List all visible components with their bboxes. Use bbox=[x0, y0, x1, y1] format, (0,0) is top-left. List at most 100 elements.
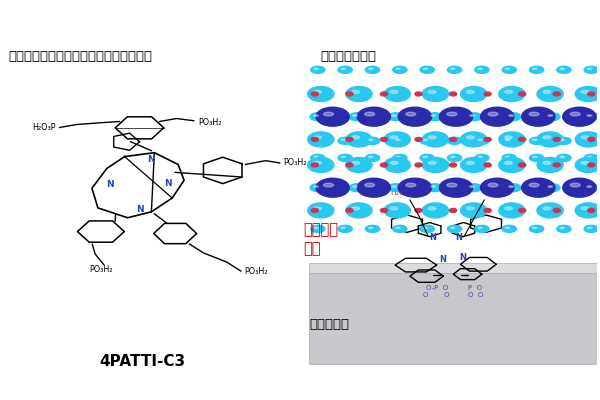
Ellipse shape bbox=[380, 163, 388, 167]
Ellipse shape bbox=[420, 137, 434, 144]
Ellipse shape bbox=[448, 137, 461, 144]
Ellipse shape bbox=[422, 158, 449, 172]
Ellipse shape bbox=[384, 86, 410, 102]
Ellipse shape bbox=[502, 66, 517, 73]
Text: PO₃H₂: PO₃H₂ bbox=[89, 265, 112, 274]
Ellipse shape bbox=[581, 90, 589, 93]
Ellipse shape bbox=[368, 156, 373, 158]
Ellipse shape bbox=[398, 178, 431, 197]
Text: O  O: O O bbox=[468, 292, 483, 298]
Ellipse shape bbox=[448, 66, 461, 73]
Ellipse shape bbox=[451, 139, 455, 140]
Ellipse shape bbox=[451, 227, 455, 228]
Ellipse shape bbox=[314, 186, 318, 187]
Ellipse shape bbox=[544, 113, 560, 121]
Ellipse shape bbox=[587, 227, 592, 228]
Ellipse shape bbox=[346, 203, 372, 218]
Ellipse shape bbox=[533, 156, 537, 158]
Ellipse shape bbox=[368, 68, 373, 70]
Ellipse shape bbox=[368, 227, 373, 228]
Ellipse shape bbox=[518, 163, 526, 167]
Ellipse shape bbox=[420, 225, 434, 232]
Ellipse shape bbox=[588, 138, 595, 141]
Ellipse shape bbox=[529, 154, 544, 162]
Ellipse shape bbox=[393, 225, 407, 232]
Ellipse shape bbox=[449, 208, 457, 212]
Ellipse shape bbox=[548, 186, 553, 187]
Ellipse shape bbox=[461, 132, 487, 147]
Text: 金属酸化物: 金属酸化物 bbox=[309, 318, 349, 331]
Ellipse shape bbox=[521, 178, 555, 197]
Ellipse shape bbox=[563, 178, 596, 197]
Ellipse shape bbox=[475, 154, 489, 162]
Ellipse shape bbox=[390, 90, 398, 93]
Ellipse shape bbox=[481, 178, 514, 197]
Ellipse shape bbox=[396, 68, 400, 70]
Ellipse shape bbox=[505, 139, 509, 140]
Ellipse shape bbox=[449, 138, 457, 141]
Ellipse shape bbox=[461, 203, 487, 218]
Ellipse shape bbox=[388, 184, 404, 192]
Ellipse shape bbox=[357, 107, 391, 126]
Ellipse shape bbox=[311, 92, 319, 96]
Ellipse shape bbox=[529, 137, 544, 144]
Ellipse shape bbox=[420, 66, 434, 73]
Text: PO₃H₂: PO₃H₂ bbox=[283, 158, 307, 168]
Ellipse shape bbox=[349, 113, 365, 121]
Text: N: N bbox=[439, 255, 446, 264]
Ellipse shape bbox=[449, 92, 457, 96]
Ellipse shape bbox=[505, 90, 512, 93]
Ellipse shape bbox=[537, 86, 563, 102]
Ellipse shape bbox=[461, 158, 487, 172]
Ellipse shape bbox=[415, 92, 422, 96]
Ellipse shape bbox=[380, 138, 388, 141]
Text: N: N bbox=[148, 155, 155, 164]
Ellipse shape bbox=[584, 154, 598, 162]
Ellipse shape bbox=[346, 86, 372, 102]
Ellipse shape bbox=[423, 68, 428, 70]
Ellipse shape bbox=[584, 225, 598, 232]
Ellipse shape bbox=[349, 184, 365, 192]
Ellipse shape bbox=[543, 207, 551, 210]
Ellipse shape bbox=[570, 112, 580, 116]
Ellipse shape bbox=[380, 92, 388, 96]
Ellipse shape bbox=[380, 208, 388, 212]
Ellipse shape bbox=[470, 115, 475, 116]
Ellipse shape bbox=[398, 107, 431, 126]
Ellipse shape bbox=[560, 227, 564, 228]
Ellipse shape bbox=[537, 158, 563, 172]
Ellipse shape bbox=[353, 186, 357, 187]
Ellipse shape bbox=[346, 158, 372, 172]
Ellipse shape bbox=[466, 184, 482, 192]
Ellipse shape bbox=[392, 186, 397, 187]
Ellipse shape bbox=[533, 139, 537, 140]
Text: O       O: O O bbox=[424, 292, 450, 298]
Ellipse shape bbox=[353, 115, 357, 116]
Ellipse shape bbox=[478, 139, 482, 140]
Ellipse shape bbox=[346, 132, 372, 147]
Ellipse shape bbox=[311, 208, 319, 212]
Ellipse shape bbox=[505, 136, 512, 139]
Ellipse shape bbox=[466, 90, 475, 93]
Ellipse shape bbox=[415, 138, 422, 141]
Ellipse shape bbox=[588, 92, 595, 96]
Ellipse shape bbox=[529, 112, 539, 116]
Ellipse shape bbox=[357, 178, 391, 197]
Ellipse shape bbox=[338, 66, 352, 73]
Text: P  O: P O bbox=[469, 285, 482, 291]
Ellipse shape bbox=[365, 66, 380, 73]
Ellipse shape bbox=[341, 68, 346, 70]
Ellipse shape bbox=[314, 156, 318, 158]
Ellipse shape bbox=[529, 183, 539, 187]
Ellipse shape bbox=[447, 112, 457, 116]
Ellipse shape bbox=[553, 92, 560, 96]
Ellipse shape bbox=[449, 163, 457, 167]
Text: N: N bbox=[429, 233, 436, 242]
Ellipse shape bbox=[543, 90, 551, 93]
Ellipse shape bbox=[428, 136, 436, 139]
Text: 親水性の
表面: 親水性の 表面 bbox=[303, 222, 338, 256]
Ellipse shape bbox=[502, 225, 517, 232]
Ellipse shape bbox=[431, 186, 436, 187]
Ellipse shape bbox=[484, 208, 491, 212]
Ellipse shape bbox=[543, 161, 551, 164]
